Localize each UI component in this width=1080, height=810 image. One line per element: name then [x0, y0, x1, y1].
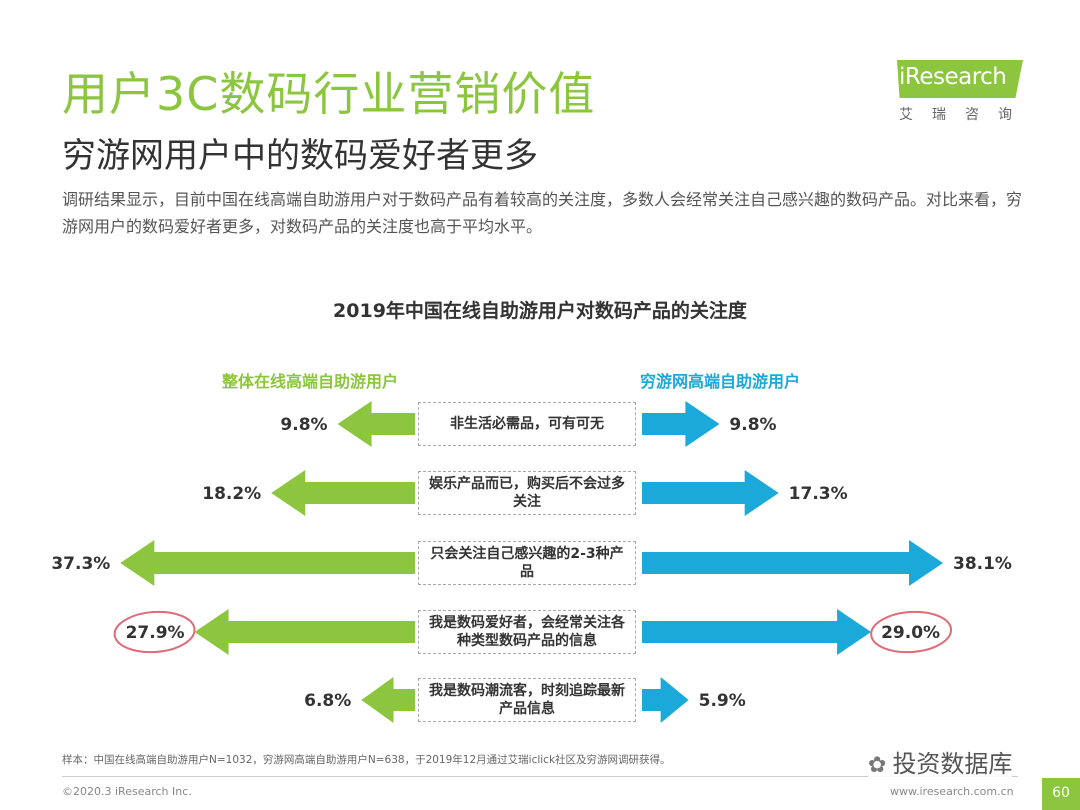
left-arrow-bar — [337, 401, 415, 447]
footnote: 样本：中国在线高端自助游用户N=1032，穷游网高端自助游用户N=638，于20… — [62, 754, 671, 766]
website-link[interactable]: www.iresearch.com.cn — [890, 785, 1014, 798]
logo-badge — [897, 60, 1023, 98]
right-arrow-bar — [642, 677, 689, 723]
iresearch-logo: iResearch 艾瑞咨询 — [893, 58, 1033, 128]
right-value-label: 17.3% — [789, 484, 848, 504]
right-arrow-bar — [642, 470, 779, 516]
category-label: 娱乐产品而已，购买后不会过多关注 — [418, 471, 636, 515]
right-value-label: 9.8% — [729, 415, 776, 435]
left-value-label: 6.8% — [304, 691, 351, 711]
logo-brand: iResearch — [899, 64, 1007, 90]
left-value-label: 27.9% — [126, 623, 185, 643]
left-value-label: 18.2% — [202, 484, 261, 504]
page-subtitle: 穷游网用户中的数码爱好者更多 — [62, 136, 538, 176]
legend-left-series: 整体在线高端自助游用户 — [222, 372, 399, 391]
description-text: 调研结果显示，目前中国在线高端自助游用户对于数码产品有着较高的关注度，多数人会经… — [62, 190, 1023, 236]
page-title: 用户3C数码行业营销价值 — [62, 67, 596, 121]
legend-right-series: 穷游网高端自助游用户 — [640, 372, 801, 391]
highlight-circle-left — [113, 610, 196, 654]
category-label: 我是数码爱好者，会经常关注各种类型数码产品的信息 — [418, 610, 636, 654]
right-value-label: 5.9% — [699, 691, 746, 711]
left-arrow-bar — [361, 677, 415, 723]
category-label: 非生活必需品，可有可无 — [418, 402, 636, 446]
logo-cn-text: 艾瑞咨询 — [899, 107, 1031, 123]
right-arrow-bar — [642, 540, 943, 586]
watermark: ✿ 投资数据库 — [868, 744, 1013, 779]
page-number: 60 — [1042, 778, 1080, 810]
category-label: 只会关注自己感兴趣的2-3种产品 — [418, 541, 636, 585]
right-arrow-bar — [642, 401, 720, 447]
copyright: ©2020.3 iResearch Inc. — [62, 785, 192, 798]
left-arrow-bar — [194, 609, 415, 655]
left-arrow-bar — [271, 470, 415, 516]
category-label: 我是数码潮流客，时刻追踪最新产品信息 — [418, 678, 636, 722]
watermark-text: 投资数据库 — [892, 750, 1013, 778]
right-arrow-bar — [642, 609, 872, 655]
left-value-label: 9.8% — [280, 415, 327, 435]
wechat-icon: ✿ — [868, 753, 887, 778]
right-value-label: 29.0% — [881, 623, 940, 643]
left-value-label: 37.3% — [51, 554, 110, 574]
right-value-label: 38.1% — [953, 554, 1012, 574]
left-arrow-bar — [120, 540, 415, 586]
footer-divider — [62, 776, 1018, 777]
chart-title: 2019年中国在线自助游用户对数码产品的关注度 — [333, 300, 747, 322]
highlight-circle-right — [870, 610, 953, 654]
